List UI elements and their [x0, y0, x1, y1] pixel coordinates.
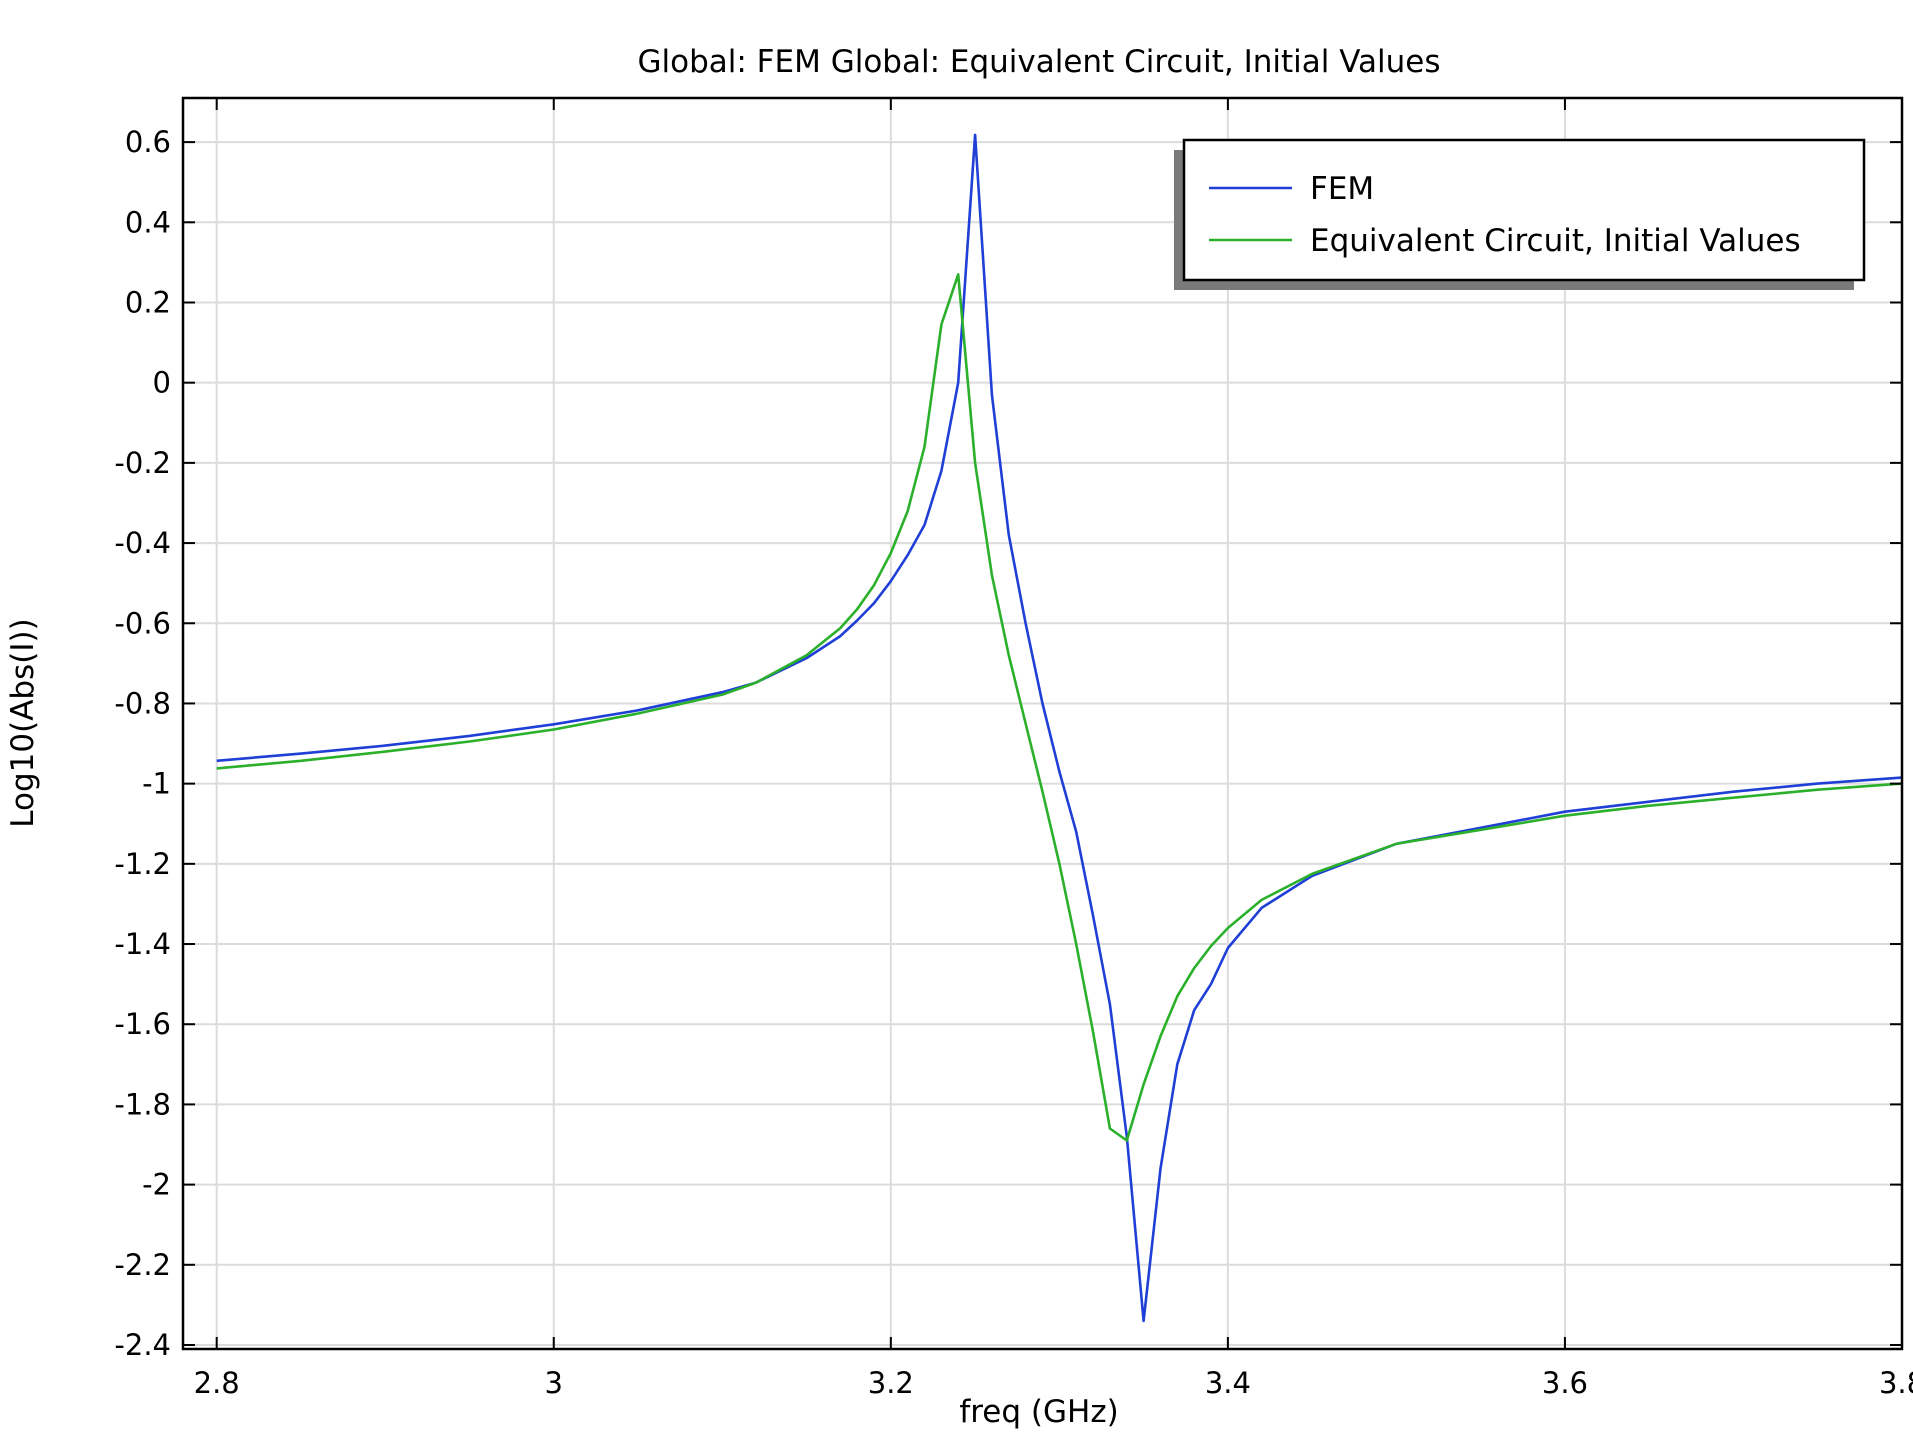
y-tick-label: -1: [142, 767, 171, 801]
y-tick-label: -1.8: [114, 1087, 171, 1121]
y-tick-label: 0.4: [125, 205, 171, 239]
series-line-equivalent-circuit: [216, 273, 1903, 1142]
plot-lines: [216, 133, 1903, 1323]
y-tick-label: -2: [142, 1168, 171, 1202]
series-line-fem: [216, 133, 1903, 1323]
y-tick-label: 0.2: [125, 285, 171, 319]
legend: FEM Equivalent Circuit, Initial Values: [1174, 138, 1866, 290]
x-tick-label: 3.6: [1542, 1366, 1588, 1400]
x-tick-label: 3.4: [1205, 1366, 1251, 1400]
y-tick-label: -1.2: [114, 847, 171, 881]
plot-frame: [181, 96, 1904, 1351]
x-tick-label: 3.8: [1879, 1366, 1913, 1400]
y-axis-title: Log10(Abs(I)): [5, 618, 41, 827]
legend-entries: FEM Equivalent Circuit, Initial Values: [1209, 171, 1801, 259]
x-tick-label: 2.8: [194, 1366, 240, 1400]
y-tick-label: -1.4: [114, 927, 171, 961]
legend-box: [1182, 138, 1866, 282]
legend-label: FEM: [1310, 171, 1374, 207]
y-tick-label: -1.6: [114, 1007, 171, 1041]
x-tick-label: 3.2: [868, 1366, 914, 1400]
y-tick-label: 0: [153, 366, 171, 400]
y-tick-label: -0.4: [114, 526, 171, 560]
x-axis-title: freq (GHz): [959, 1394, 1118, 1430]
ticks-layer: 2.8 3 3.2 3.4 3.6 3.8 0.6 0.4 0.2 0 -0.2 -0.4 -0.6 -0…: [114, 98, 1913, 1400]
y-tick-label: 0.6: [125, 125, 171, 159]
y-tick-label: -0.8: [114, 686, 171, 720]
chart-title: Global: FEM Global: Equivalent Circuit, …: [637, 44, 1440, 80]
legend-label: Equivalent Circuit, Initial Values: [1310, 223, 1801, 259]
y-tick-label: -2.4: [114, 1328, 171, 1362]
y-tick-label: -0.6: [114, 606, 171, 640]
y-tick-label: -2.2: [114, 1248, 171, 1282]
x-tick-label: 3: [545, 1366, 563, 1400]
y-tick-label: -0.2: [114, 446, 171, 480]
